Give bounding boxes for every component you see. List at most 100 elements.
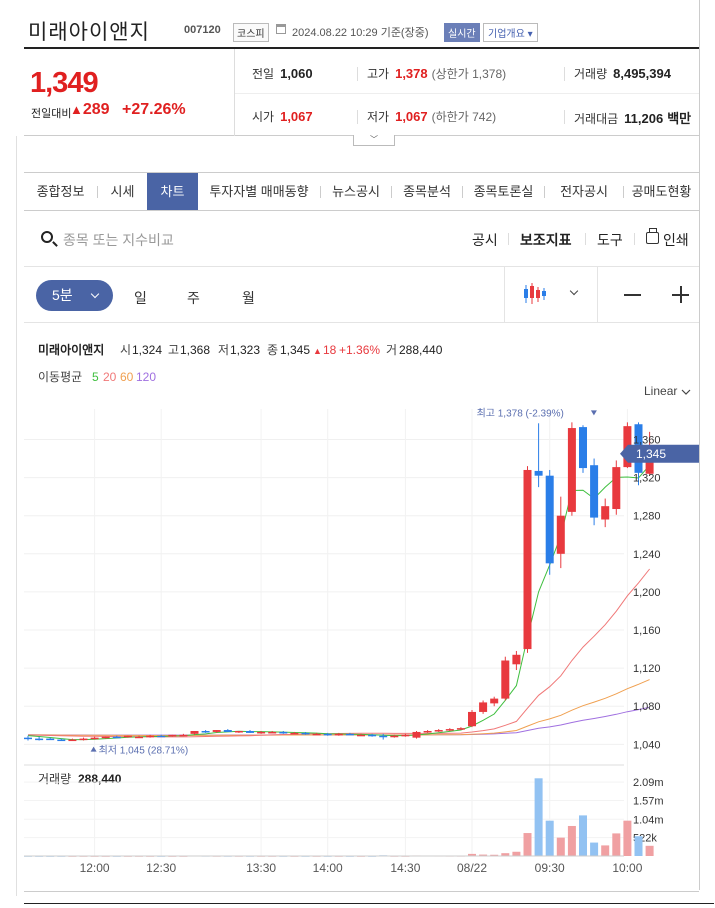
candle-body [556,515,565,554]
candles [24,422,654,742]
volume-label: 거래량 [574,67,608,81]
tab-overview[interactable]: 종합정보 [36,184,85,199]
ohlc-change-pct: +1.36% [339,343,380,357]
moving-averages [27,464,650,741]
candle-body [279,731,288,734]
candle-body [90,737,99,740]
chart-annotations: 최고 1,378 (-2.39%) 최저 1,045 (28.71%) 1,345 [90,407,699,757]
volume-bar [601,845,610,856]
candle-body [412,731,421,738]
prev-close-label: 전일 [252,67,275,81]
tab-divider [320,186,321,198]
indicators-button[interactable]: 보조지표 [520,232,572,248]
tab-discussion[interactable]: 종목토론실 [473,184,534,199]
open-price: 시가 1,067 [252,108,313,125]
price-tick-label: 1,360 [633,434,661,446]
candle-body [46,738,55,741]
chart-canvas[interactable]: 미래아이앤지 시 1,324 고 1,368 저 1,323 종 1,345 ▲… [24,323,699,883]
candle-body [645,453,654,474]
realtime-button[interactable]: 실시간 [444,23,480,42]
change-percent: +27.26% [122,101,186,118]
ma5-label[interactable]: 5 [92,370,99,384]
company-overview-label: 기업개요 [488,29,525,40]
volume-bar [556,837,565,856]
ma120-label[interactable]: 120 [136,370,156,384]
quote-panel: 1,349 전일대비 ▲289 +27.26% 전일 1,060 고가 1,378(… [24,49,699,136]
prev-close: 전일 1,060 [252,65,313,82]
candle-body [101,736,110,739]
time-tick-label: 08/22 [457,861,487,875]
chevron-down-icon[interactable] [569,286,579,296]
volume-bar [479,854,488,856]
quote-row-divider [235,93,699,94]
scale-select[interactable]: Linear [644,384,677,398]
time-tick-label: 09:30 [535,861,565,875]
low-price: 저가 1,067 (하한가 742) [367,108,496,125]
volume-bar [590,842,599,856]
price-tick-label: 1,080 [633,701,661,713]
quote-divider [234,49,235,136]
up-triangle-icon: ▲ [313,346,322,356]
disclosure-button[interactable]: 공시 [472,232,498,248]
candle-body [79,738,88,741]
candle-body [323,733,332,736]
prev-close-value: 1,060 [280,66,313,81]
candle-body [24,737,32,740]
ma20-label[interactable]: 20 [103,370,117,384]
candle-body [301,732,310,735]
time-tick-label: 13:30 [246,861,276,875]
candle-body [357,734,365,737]
candle-body [534,470,543,476]
tab-disclosure[interactable]: 전자공시 [560,184,608,199]
volume-bar [645,845,654,856]
high-price: 고가 1,378 (상한가 1,378) [367,65,506,82]
tab-analysis[interactable]: 종목분석 [403,184,451,199]
toolbar-divider [504,267,505,323]
tools-button[interactable]: 도구 [597,232,623,248]
search-icon[interactable] [41,231,53,243]
frame-bottom [24,891,699,892]
candle-body [57,739,66,742]
stock-header: 미래아이앤지 007120 코스피 2024.08.22 10:29 기준(장중… [24,0,699,48]
candle-body [479,702,488,712]
price-chart[interactable]: 미래아이앤지 시 1,324 고 1,368 저 1,323 종 1,345 ▲… [24,323,699,883]
candle-body [234,730,243,733]
price-tick-label: 1,040 [633,739,661,751]
open-value: 1,067 [280,109,313,124]
header-divider [24,47,699,49]
ohlc-high-label: 고 [168,343,179,357]
compare-search-input[interactable]: 종목 또는 지수비교 [63,232,174,248]
candle-body [456,728,465,730]
period-day[interactable]: 일 [134,290,147,306]
tab-news[interactable]: 뉴스공시 [332,184,380,199]
amount-unit: 백만 [667,111,692,126]
printer-icon[interactable] [646,228,659,244]
current-price-label: 1,345 [636,447,666,461]
candle-body [112,736,121,739]
ma60-label[interactable]: 60 [120,370,134,384]
candle-type-icon[interactable] [523,282,549,306]
tab-quotes[interactable]: 시세 [110,184,135,199]
expand-quote-button[interactable]: ﹀ [353,135,395,146]
volume-bar [468,853,476,856]
volume-bar [567,825,576,856]
zoom-out-icon[interactable] [624,294,641,296]
period-week[interactable]: 주 [187,290,200,306]
toolbar-divider [597,267,598,323]
current-price: 1,349 [30,67,99,99]
company-overview-button[interactable]: 기업개요 ▾ [483,23,538,42]
volume-current: 288,440 [78,772,122,786]
cell-divider [357,110,358,124]
interval-select[interactable]: 5분 [36,280,113,311]
candle-body [223,730,232,732]
print-button[interactable]: 인쇄 [663,232,689,248]
min-marker-icon [90,746,97,752]
period-month[interactable]: 월 [242,290,255,306]
upper-limit: (상한가 1,378) [431,67,507,81]
tab-short-selling[interactable]: 공매도현황 [631,184,692,199]
tab-investor-trends[interactable]: 투자자별 매매동향 [209,184,309,199]
tab-chart[interactable]: 차트 [147,173,198,210]
price-tick-label: 1,280 [633,511,661,523]
high-label: 고가 [367,67,390,81]
